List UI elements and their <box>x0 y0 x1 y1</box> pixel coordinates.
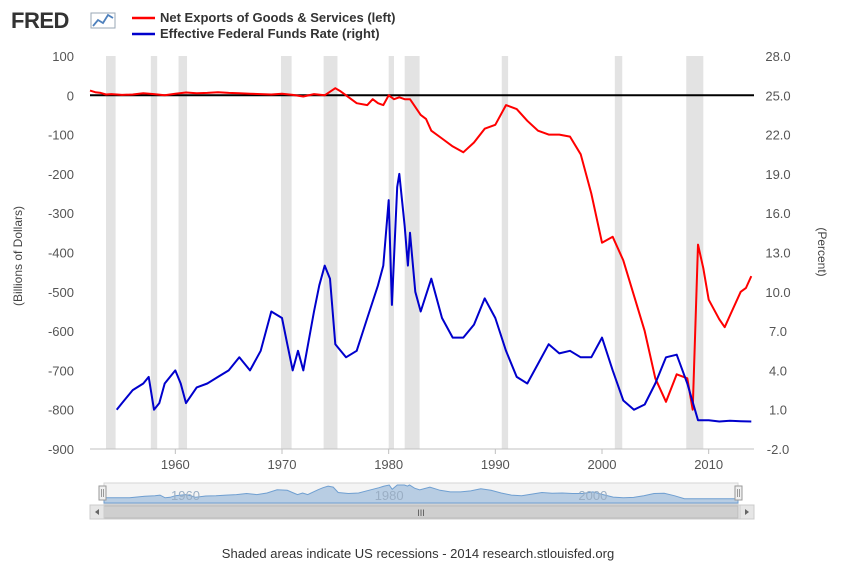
left-tick-2: -100 <box>48 128 74 143</box>
fred-logo[interactable]: FRED <box>11 8 116 33</box>
navigator-label-1: 1980 <box>375 488 404 503</box>
left-tick-3: -200 <box>48 167 74 182</box>
x-tick-1: 1970 <box>268 457 297 472</box>
arrow-right-icon <box>745 509 749 515</box>
range-navigator[interactable]: 1960 1980 2000 <box>98 482 743 505</box>
series-lines <box>89 87 753 423</box>
series-line-net-exports <box>89 87 753 411</box>
right-tick-3: 19.0 <box>765 167 790 182</box>
navigator-handle-right[interactable] <box>734 485 743 501</box>
x-tick-5: 2010 <box>694 457 723 472</box>
navigator-handle-left[interactable] <box>98 485 107 501</box>
arrow-left-icon <box>95 509 99 515</box>
right-tick-6: 10.0 <box>765 285 790 300</box>
trend-line-icon <box>90 12 116 29</box>
legend: Net Exports of Goods & Services (left) E… <box>132 10 396 41</box>
right-tick-0: 28.0 <box>765 49 790 64</box>
left-tick-9: -800 <box>48 403 74 418</box>
series-line-fed-funds-rate <box>115 172 752 423</box>
right-tick-9: 1.0 <box>769 403 787 418</box>
right-axis-title: (Percent) <box>815 227 829 276</box>
recession-footnote: Shaded areas indicate US recessions - 20… <box>222 546 614 561</box>
right-tick-10: -2.0 <box>767 442 789 457</box>
left-tick-4: -300 <box>48 206 74 221</box>
x-tick-4: 2000 <box>588 457 617 472</box>
recession-band-7 <box>501 56 509 449</box>
recession-band-9 <box>686 56 704 449</box>
right-tick-7: 7.0 <box>769 324 787 339</box>
legend-label-right: Effective Federal Funds Rate (right) <box>160 26 380 41</box>
x-tick-0: 1960 <box>161 457 190 472</box>
right-tick-1: 25.0 <box>765 88 790 103</box>
right-tick-4: 16.0 <box>765 206 790 221</box>
left-tick-10: -900 <box>48 442 74 457</box>
left-tick-7: -600 <box>48 324 74 339</box>
navigator-area <box>103 484 739 504</box>
logo-text: FRED <box>11 8 69 33</box>
left-tick-8: -700 <box>48 363 74 378</box>
legend-label-left: Net Exports of Goods & Services (left) <box>160 10 396 25</box>
x-axis-ticks: 1960 1970 1980 1990 2000 2010 <box>161 449 723 472</box>
right-tick-8: 4.0 <box>769 363 787 378</box>
recession-band-5 <box>388 56 394 449</box>
right-tick-2: 22.0 <box>765 128 790 143</box>
navigator-label-2: 2000 <box>578 488 607 503</box>
left-tick-5: -400 <box>48 246 74 261</box>
left-tick-1: 0 <box>67 88 74 103</box>
navigator-labels: 1960 1980 2000 <box>171 488 607 503</box>
recession-band-3 <box>280 56 292 449</box>
navigator-label-0: 1960 <box>171 488 200 503</box>
recession-band-8 <box>614 56 623 449</box>
x-tick-3: 1990 <box>481 457 510 472</box>
right-axis-ticks: 28.0 25.0 22.0 19.0 16.0 13.0 10.0 7.0 4.0 1.0 -2.… <box>765 49 790 457</box>
recession-band-2 <box>178 56 188 449</box>
scrollbar-grip: III <box>417 508 425 518</box>
recession-band-4 <box>323 56 338 449</box>
scroll-right-button[interactable] <box>739 504 755 520</box>
left-tick-0: 100 <box>52 49 74 64</box>
left-axis-ticks: 100 0 -100 -200 -300 -400 -500 -600 -700 -800 -900 <box>48 49 74 457</box>
recession-band-1 <box>150 56 158 449</box>
scroll-left-button[interactable] <box>89 504 105 520</box>
recession-band-0 <box>106 56 116 449</box>
scrollbar[interactable]: III <box>89 504 755 520</box>
left-tick-6: -500 <box>48 285 74 300</box>
right-tick-5: 13.0 <box>765 246 790 261</box>
x-tick-2: 1980 <box>374 457 403 472</box>
left-axis-title: (Billions of Dollars) <box>11 206 25 306</box>
